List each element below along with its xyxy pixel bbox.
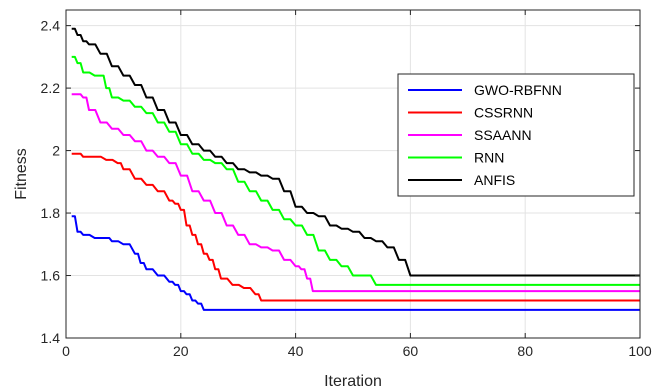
x-tick-label: 80 [517,343,533,359]
x-tick-label: 60 [403,343,419,359]
tick-labels: 0 20 40 60 80 100 1.4 1.6 1.8 2 2.2 2.4 [41,18,652,359]
y-tick-label: 1.8 [41,205,61,221]
y-tick-label: 2.2 [41,80,61,96]
x-tick-label: 40 [288,343,304,359]
y-tick-label: 2 [52,143,60,159]
y-tick-label: 1.6 [41,268,61,284]
x-axis-label: Iteration [324,373,382,390]
series-layer [71,27,640,311]
legend-label-ssaann: SSAANN [474,127,532,143]
x-tick-label: 0 [62,343,70,359]
y-axis-label: Fitness [13,148,30,200]
x-tick-label: 20 [173,343,189,359]
series-line-anfis [71,27,640,277]
y-tick-label: 1.4 [41,330,61,346]
series-line-ssaann [71,93,640,293]
series-line-cssrnn [71,152,640,302]
y-tick-label: 2.4 [41,18,61,34]
plot-frame [65,9,641,339]
legend-label-gwo-rbfnn: GWO-RBFNN [474,82,562,98]
ticks [65,10,641,339]
legend: GWO-RBFNN CSSRNN SSAANN RNN ANFIS [397,73,635,197]
legend-entries: GWO-RBFNN CSSRNN SSAANN RNN ANFIS [408,82,562,188]
series-line-rnn [71,55,640,286]
legend-label-cssrnn: CSSRNN [474,105,533,121]
legend-label-anfis: ANFIS [474,172,515,188]
legend-label-rnn: RNN [474,150,504,166]
series-line-gwo-rbfnn [71,215,640,311]
x-tick-label: 100 [628,343,652,359]
